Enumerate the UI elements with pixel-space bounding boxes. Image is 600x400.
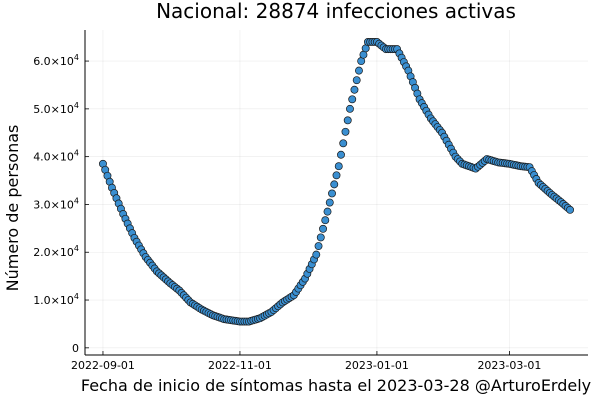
x-tick-label: 2023-03-01 bbox=[477, 359, 541, 372]
y-tick-label: 2.0×104 bbox=[33, 244, 79, 259]
data-points bbox=[99, 38, 574, 326]
y-tick-label: 3.0×104 bbox=[33, 196, 79, 211]
data-point bbox=[328, 189, 336, 198]
y-tick-label: 5.0×104 bbox=[33, 101, 79, 116]
data-point bbox=[312, 250, 321, 259]
data-point bbox=[334, 162, 343, 171]
data-point bbox=[337, 150, 345, 159]
y-tick-label: 6.0×104 bbox=[33, 53, 79, 68]
data-point bbox=[314, 242, 323, 250]
y-tick-label: 4.0×104 bbox=[33, 149, 79, 164]
data-point bbox=[341, 127, 350, 136]
data-point bbox=[323, 207, 332, 216]
data-point bbox=[316, 233, 325, 242]
data-point bbox=[566, 205, 574, 214]
data-point bbox=[325, 198, 334, 207]
data-point bbox=[339, 139, 348, 148]
y-tick-label: 1.0×104 bbox=[33, 292, 79, 307]
x-tick-label: 2023-01-01 bbox=[345, 359, 409, 372]
data-point bbox=[343, 116, 352, 125]
grid bbox=[85, 30, 588, 355]
chart-title: Nacional: 28874 infecciones activas bbox=[156, 0, 516, 23]
data-point bbox=[350, 85, 359, 94]
data-point bbox=[330, 180, 339, 189]
y-tick-labels: 0 1.0×104 2.0×104 3.0×104 4.0×104 5.0×104 6.0×… bbox=[33, 53, 79, 355]
x-tick-label: 2022-09-01 bbox=[71, 359, 135, 372]
y-tick-label: 0 bbox=[72, 342, 79, 355]
data-point bbox=[332, 171, 341, 180]
data-point bbox=[319, 224, 327, 233]
y-axis-label: Número de personas bbox=[3, 125, 22, 292]
x-tick-labels: 2022-09-01 2022-11-01 2023-01-01 2023-03-01 bbox=[71, 359, 541, 372]
data-point bbox=[352, 76, 361, 85]
x-tick-label: 2022-11-01 bbox=[208, 359, 272, 372]
data-point bbox=[355, 66, 363, 75]
data-point bbox=[346, 104, 354, 113]
data-point bbox=[348, 95, 357, 104]
x-axis-label: Fecha de inicio de síntomas hasta el 202… bbox=[81, 376, 591, 395]
axes bbox=[84, 30, 588, 356]
data-point bbox=[321, 216, 330, 225]
